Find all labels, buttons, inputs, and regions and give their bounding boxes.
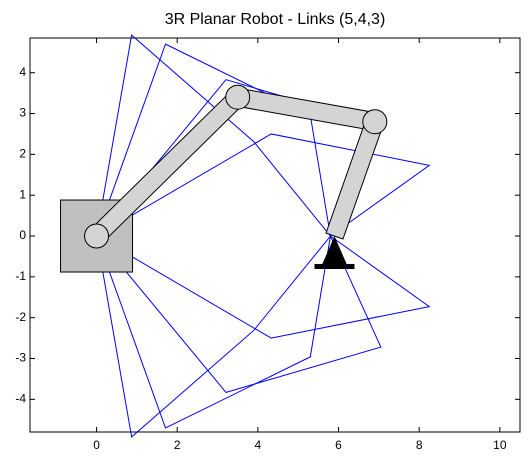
y-tick-label: 4 — [19, 65, 26, 79]
y-tick-label: 0 — [19, 228, 26, 242]
x-tick-label: 4 — [255, 438, 262, 452]
y-tick-label: -2 — [15, 310, 26, 324]
page: 3R Planar Robot - Links (5,4,3) 0246810-… — [0, 0, 528, 462]
y-tick-label: 1 — [19, 187, 26, 201]
x-tick-label: 6 — [335, 438, 342, 452]
y-tick-label: 3 — [19, 106, 26, 120]
y-tick-label: -1 — [15, 269, 26, 283]
end-support-foot — [314, 264, 354, 269]
chart: 3R Planar Robot - Links (5,4,3) 0246810-… — [0, 0, 528, 457]
y-tick-label: -3 — [15, 351, 26, 365]
x-tick-label: 10 — [493, 438, 507, 452]
y-tick-label: 2 — [19, 147, 26, 161]
robot-joint — [363, 110, 387, 134]
robot-joint — [85, 224, 109, 248]
x-tick-label: 0 — [93, 438, 100, 452]
robot-joint — [226, 85, 250, 109]
y-tick-label: -4 — [15, 392, 26, 406]
x-tick-label: 2 — [174, 438, 181, 452]
x-tick-label: 8 — [416, 438, 423, 452]
chart-title: 3R Planar Robot - Links (5,4,3) — [165, 11, 386, 28]
